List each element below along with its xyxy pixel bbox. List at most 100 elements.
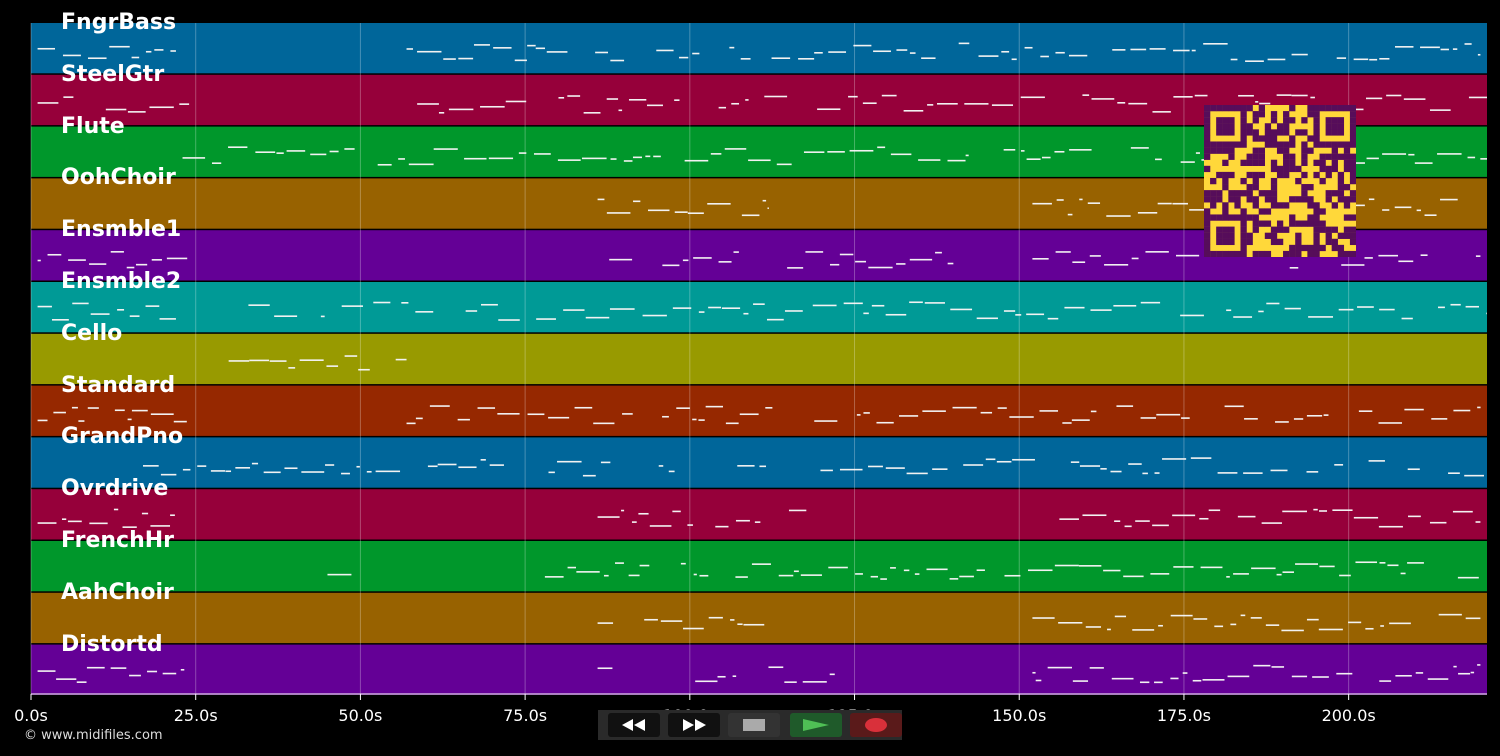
qr-module (1349, 123, 1357, 130)
note (680, 562, 686, 565)
note (557, 159, 581, 161)
qr-module (1210, 141, 1217, 148)
qr-module (1210, 177, 1217, 185)
qr-module (1283, 165, 1290, 173)
note (1035, 679, 1042, 682)
note (1114, 615, 1127, 618)
note (662, 264, 680, 267)
note (1227, 675, 1250, 678)
note (145, 305, 160, 307)
qr-module (1343, 232, 1351, 239)
qr-module (1337, 177, 1345, 185)
note (1123, 575, 1144, 578)
qr-module (1295, 129, 1302, 136)
note (1420, 46, 1440, 49)
record-button[interactable] (850, 713, 902, 737)
qr-module (1204, 117, 1211, 124)
note (1091, 98, 1115, 100)
qr-module (1337, 250, 1345, 258)
fast-forward-button[interactable] (668, 713, 720, 737)
note (922, 410, 946, 412)
note (122, 526, 137, 528)
note (585, 316, 610, 319)
qr-module (1319, 177, 1326, 185)
note (1245, 60, 1264, 62)
note (628, 574, 640, 577)
note (1079, 465, 1101, 467)
note (768, 666, 784, 669)
qr-module (1216, 214, 1223, 221)
note (1012, 458, 1035, 461)
note (648, 209, 670, 212)
note (1208, 509, 1221, 512)
note (1032, 671, 1036, 674)
stop-button[interactable] (728, 713, 780, 737)
qr-module (1319, 226, 1326, 233)
note (1003, 310, 1016, 312)
note (764, 95, 788, 98)
note (784, 310, 803, 312)
note (558, 97, 565, 99)
rewind-button[interactable] (608, 713, 660, 737)
qr-module (1337, 117, 1345, 124)
qr-module (1289, 159, 1296, 166)
qr-module (1331, 202, 1338, 209)
note (567, 95, 581, 97)
qr-module (1264, 232, 1272, 239)
note (1276, 94, 1292, 96)
note (1465, 617, 1481, 620)
note (448, 108, 474, 111)
note (1452, 510, 1473, 513)
qr-module (1319, 153, 1326, 160)
note (255, 151, 276, 153)
note (1015, 314, 1022, 316)
note (1475, 255, 1481, 257)
qr-module (1289, 165, 1296, 173)
note (595, 51, 609, 54)
note (828, 51, 847, 53)
qr-module (1349, 105, 1357, 112)
note (1267, 58, 1286, 61)
stop-icon (743, 719, 765, 731)
track-notes (37, 94, 1487, 114)
qr-module (1313, 117, 1320, 124)
play-button[interactable] (790, 713, 842, 737)
note (732, 675, 737, 678)
rewind-icon (622, 719, 645, 731)
qr-module (1240, 226, 1247, 233)
note (724, 148, 747, 150)
qr-module (1343, 196, 1351, 203)
note (855, 260, 867, 263)
note (1453, 409, 1471, 412)
note (733, 251, 739, 253)
note (1202, 679, 1225, 681)
qr-module (1210, 147, 1217, 154)
qr-module (1331, 165, 1338, 173)
note (1336, 672, 1353, 675)
note (1192, 679, 1202, 682)
note (718, 261, 732, 263)
note (151, 259, 162, 261)
qr-module (1252, 250, 1259, 258)
note (135, 263, 148, 266)
note (1131, 257, 1139, 260)
qr-module (1319, 208, 1326, 215)
note (53, 411, 66, 414)
qr-module (1313, 244, 1320, 252)
qr-module (1228, 232, 1235, 239)
note (610, 158, 617, 160)
note (1103, 569, 1121, 572)
qr-module (1307, 147, 1314, 154)
note (698, 419, 705, 421)
note (415, 417, 423, 420)
play-icon (803, 719, 829, 731)
note (251, 462, 259, 465)
note (649, 525, 672, 527)
qr-module (1331, 244, 1338, 252)
qr-module (1319, 244, 1326, 252)
note (248, 304, 270, 306)
qr-module (1337, 171, 1345, 179)
qr-module (1349, 165, 1357, 173)
note (848, 95, 858, 98)
note (1464, 43, 1472, 45)
